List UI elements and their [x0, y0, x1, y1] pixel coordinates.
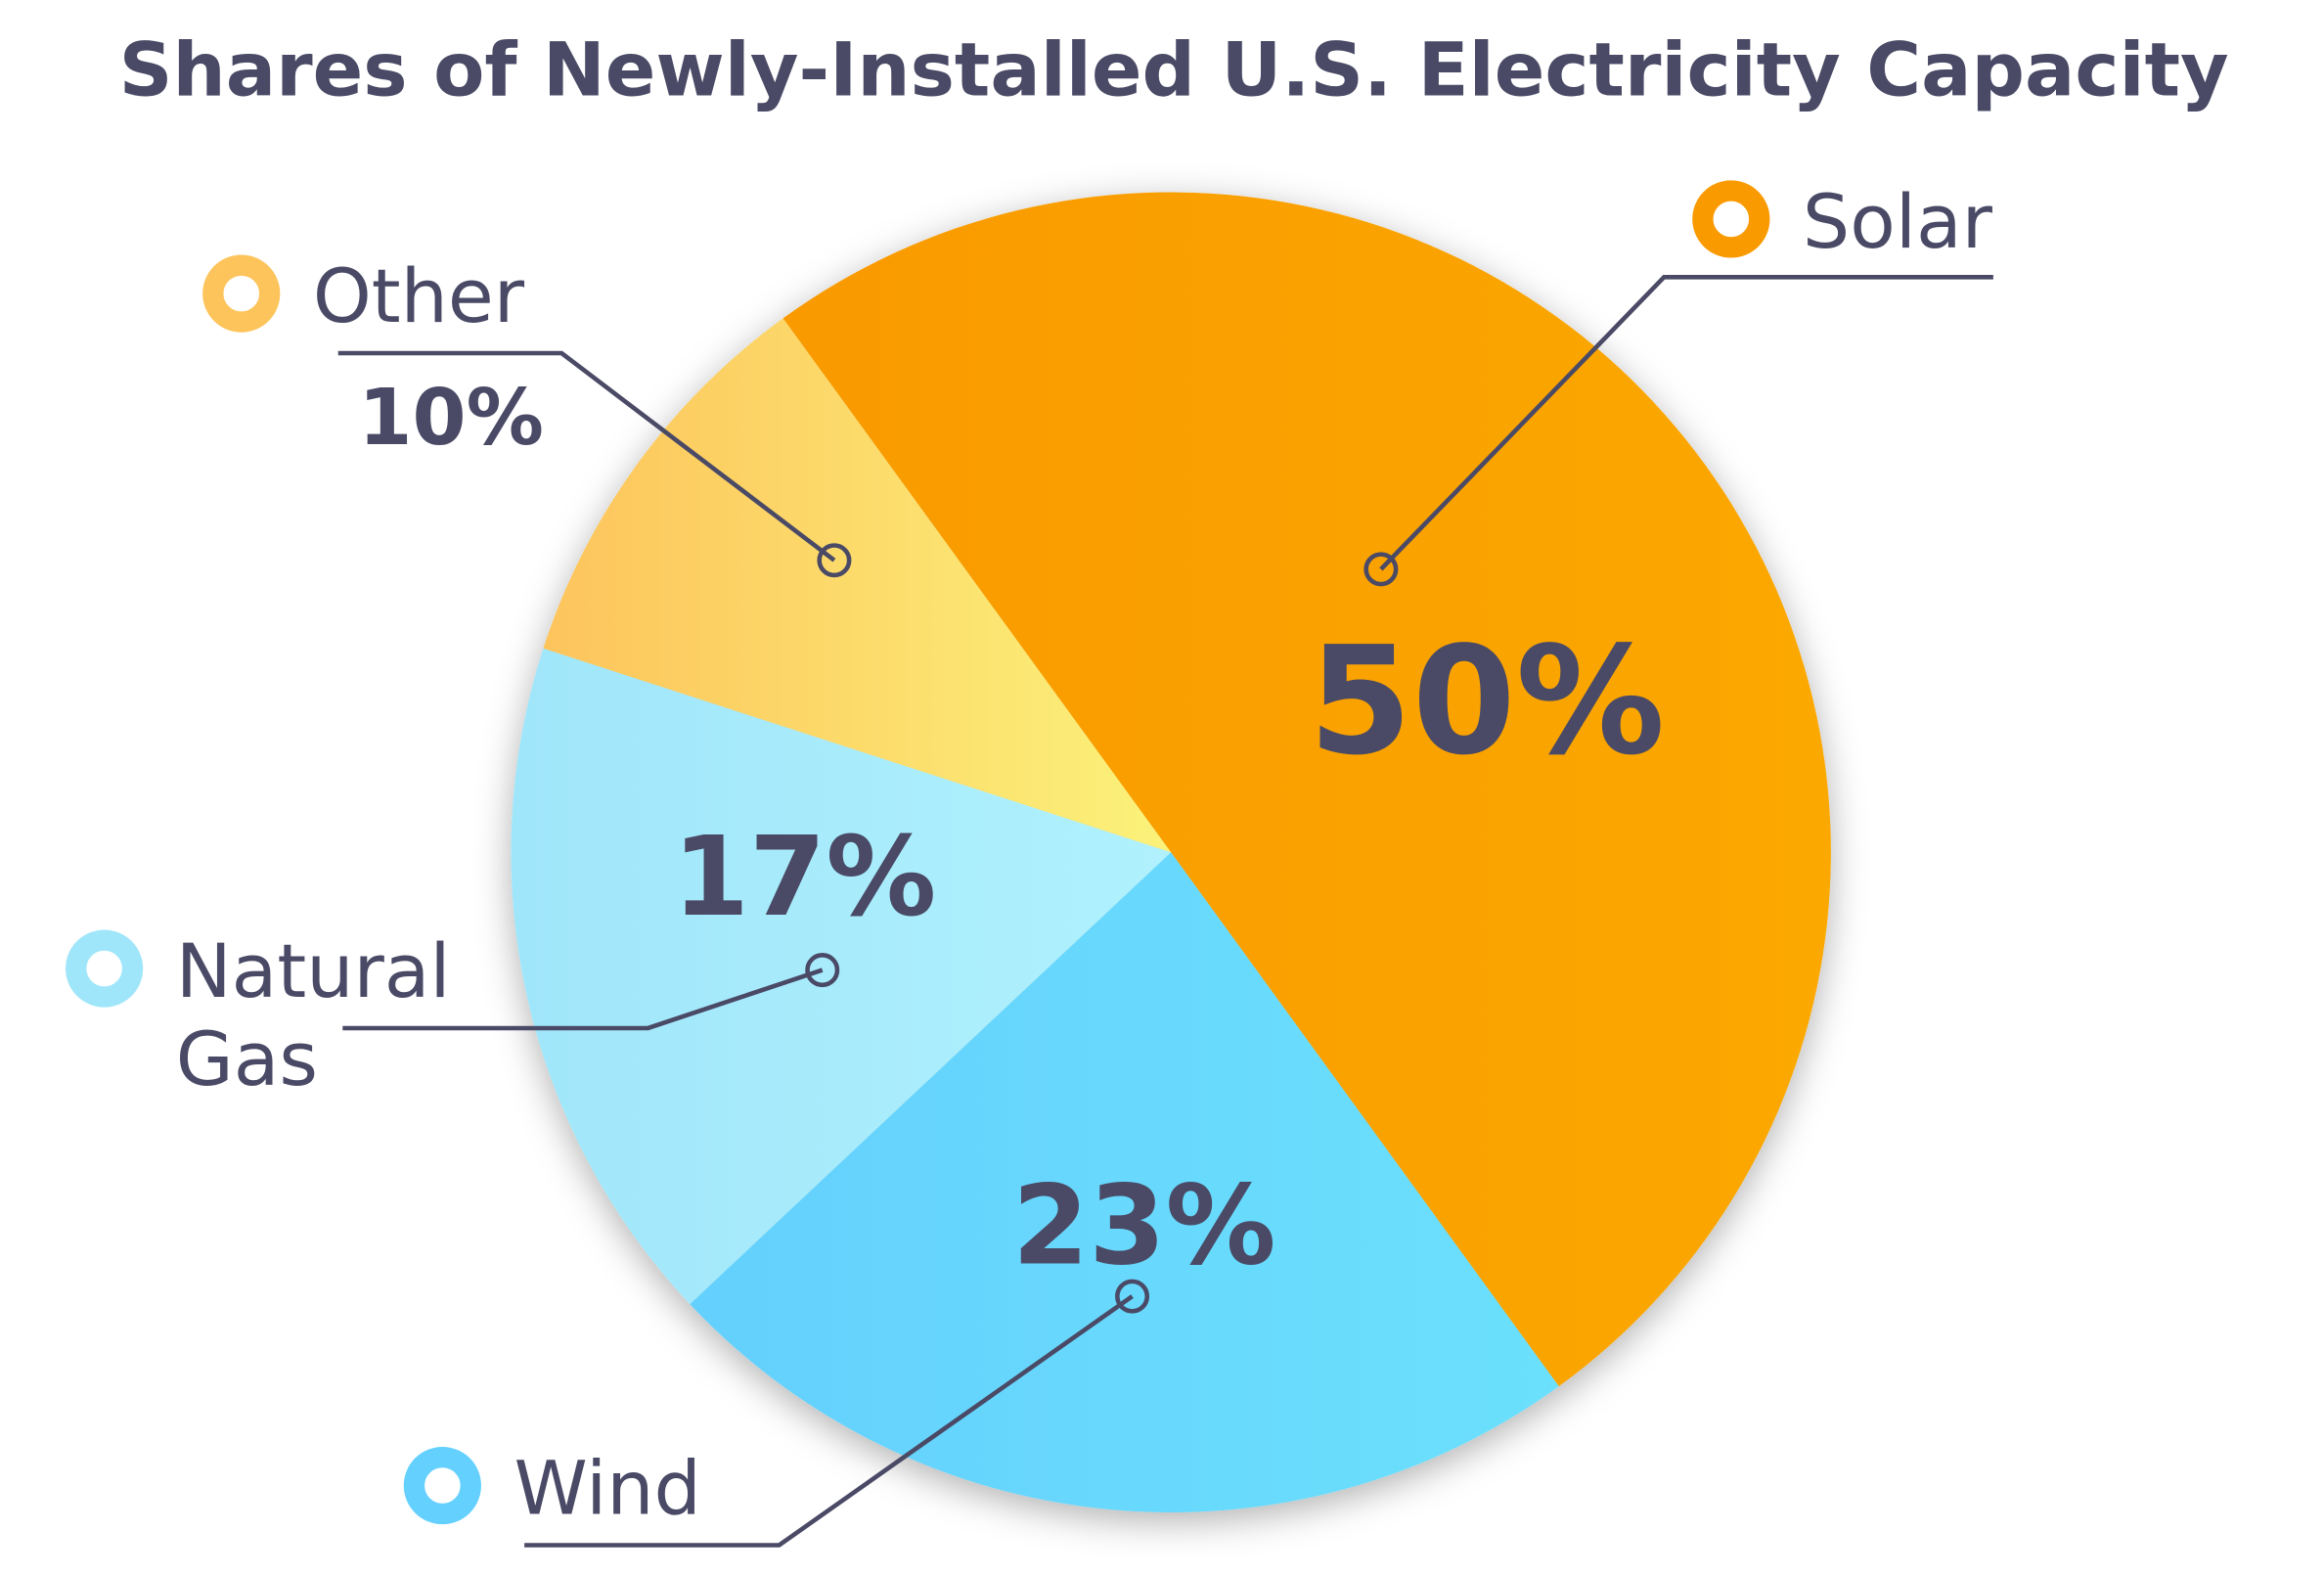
pie-slice-wind — [690, 852, 1559, 1512]
leader-line-natural-gas — [342, 968, 824, 1031]
legend-solar: Solar — [1692, 178, 1993, 265]
legend-label-wind: Wind — [514, 1445, 700, 1532]
leader-line-other — [337, 350, 836, 562]
leader-dot-other — [817, 543, 852, 578]
legend-label-solar: Solar — [1803, 178, 1993, 265]
leader-dot-solar — [1363, 552, 1399, 587]
legend-label-natural-gas-line2: Gas — [176, 1015, 318, 1102]
value-label-other: 10% — [358, 372, 544, 463]
legend-marker-solar — [1692, 180, 1770, 258]
legend-wind: Wind — [403, 1445, 701, 1532]
leader-line-wind — [524, 1294, 1134, 1548]
legend-other: Other — [202, 252, 525, 339]
legend-marker-natural-gas — [66, 929, 144, 1008]
value-label-solar: 50% — [1309, 614, 1666, 788]
pie-slice-solar — [782, 192, 1831, 1387]
leader-lines — [337, 275, 1993, 1548]
value-label-natural-gas: 17% — [673, 812, 937, 941]
pie-slice-natural-gas — [511, 648, 1172, 1305]
leader-line-solar — [1379, 275, 1993, 571]
leader-dot-wind — [1115, 1279, 1150, 1314]
chart-title: Shares of Newly-Installed U.S. Electrici… — [119, 26, 2229, 113]
legend-marker-other — [202, 254, 281, 333]
leader-dot-natural-gas — [805, 953, 840, 988]
legend-label-natural-gas-line1: Natural — [176, 927, 451, 1014]
legend-natural-gas: Natural Gas — [66, 927, 451, 1102]
legend-label-other: Other — [313, 252, 525, 339]
pie-slice-other — [543, 318, 1172, 853]
value-label-wind: 23% — [1012, 1161, 1276, 1290]
pie-slices — [511, 192, 1831, 1512]
legend-marker-wind — [403, 1446, 481, 1525]
